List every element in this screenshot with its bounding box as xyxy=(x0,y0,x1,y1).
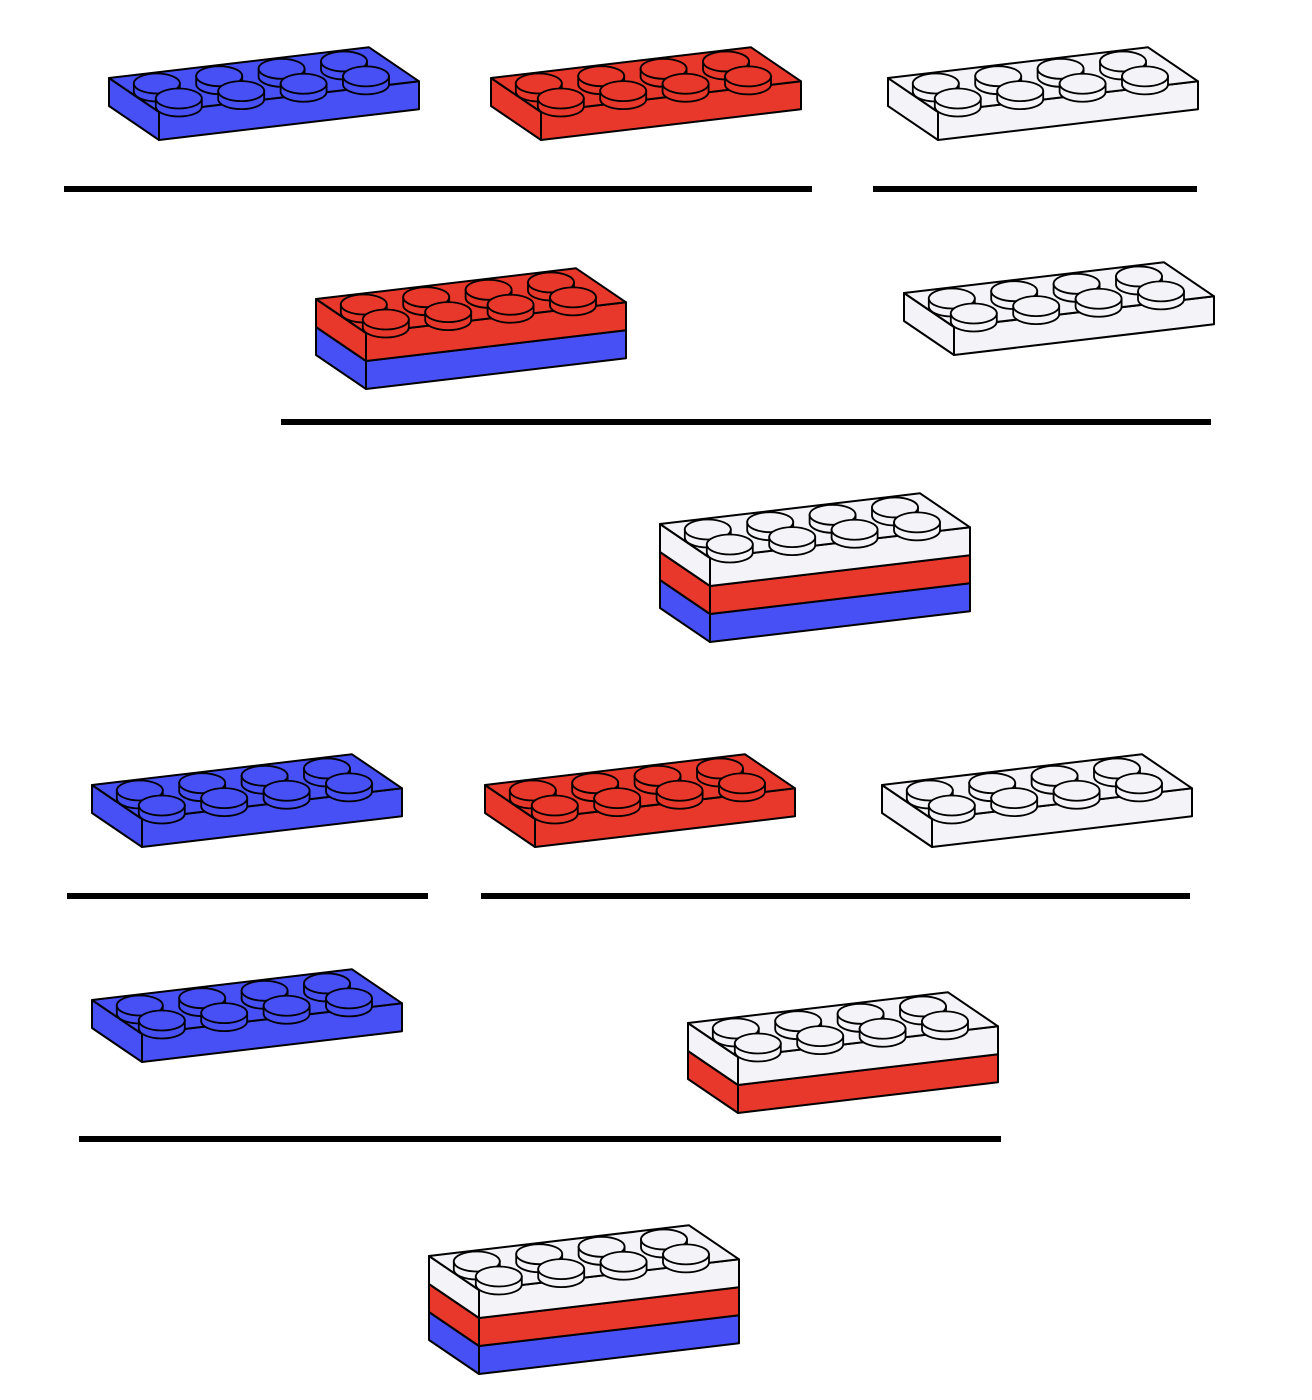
stud xyxy=(718,772,766,803)
plate-red-input-2 xyxy=(484,753,796,848)
stud xyxy=(768,526,817,556)
studs xyxy=(911,50,1169,118)
plate-red xyxy=(687,1050,999,1114)
plate-blue-input-1 xyxy=(108,46,420,141)
stud xyxy=(1058,72,1107,103)
stud xyxy=(424,301,473,331)
stud xyxy=(949,302,998,333)
plate-blue-intermediate-2 xyxy=(91,968,403,1063)
stud xyxy=(593,787,642,817)
stud xyxy=(1115,265,1163,296)
stud xyxy=(325,987,373,1018)
stud xyxy=(921,1010,969,1041)
stud xyxy=(662,1243,710,1274)
stud xyxy=(927,794,976,825)
group-bar-red-white xyxy=(481,893,1190,899)
stud xyxy=(893,511,941,542)
group-bar-white xyxy=(873,186,1197,192)
stack-red-white xyxy=(687,991,999,1114)
studs xyxy=(115,757,373,825)
stud xyxy=(571,772,620,803)
stud xyxy=(836,1002,885,1033)
stud xyxy=(325,772,373,803)
plate-blue xyxy=(428,1311,740,1375)
studs xyxy=(711,995,969,1063)
stud xyxy=(154,87,203,118)
stud xyxy=(137,794,186,825)
studs xyxy=(452,1228,710,1296)
plate-white-intermediate-1 xyxy=(903,261,1215,356)
stud xyxy=(549,286,597,317)
stud xyxy=(279,72,328,103)
studs xyxy=(339,271,597,339)
stud xyxy=(137,1009,186,1040)
plate-blue-input-2 xyxy=(91,753,403,848)
stud xyxy=(200,1002,249,1032)
stud xyxy=(1121,65,1169,96)
stud xyxy=(474,1265,523,1296)
stud xyxy=(178,772,227,803)
stud xyxy=(599,80,648,110)
stud xyxy=(1052,779,1101,810)
stud xyxy=(530,794,579,825)
plate-white-input-2 xyxy=(881,753,1193,848)
group-bar-blue xyxy=(67,893,428,899)
stud xyxy=(1074,287,1123,318)
stud xyxy=(1115,772,1163,803)
studs xyxy=(905,757,1163,825)
stud xyxy=(342,65,390,96)
stud xyxy=(537,1258,586,1288)
stud xyxy=(830,518,879,549)
studs xyxy=(132,50,390,118)
stud xyxy=(858,1017,907,1048)
stud xyxy=(402,286,451,317)
plate-white xyxy=(903,292,1215,356)
stud xyxy=(599,1250,648,1281)
plate-red xyxy=(315,298,627,362)
stud xyxy=(733,1032,782,1063)
stud xyxy=(661,72,710,103)
studs xyxy=(514,50,772,118)
stud xyxy=(303,757,351,788)
stud xyxy=(933,87,982,118)
stud xyxy=(262,779,311,810)
studs xyxy=(508,757,766,825)
stud xyxy=(217,80,266,110)
plate-red-input-1 xyxy=(490,46,802,141)
combine-bar-second xyxy=(79,1136,1001,1142)
plate-blue xyxy=(91,784,403,848)
stud xyxy=(724,65,772,96)
stack-result-1 xyxy=(659,492,971,643)
stack-result-2 xyxy=(428,1224,740,1375)
stud xyxy=(536,87,585,118)
stud xyxy=(486,293,535,324)
stud xyxy=(1137,280,1185,311)
studs xyxy=(115,972,373,1040)
studs xyxy=(927,265,1185,333)
stud xyxy=(115,779,164,810)
stud xyxy=(577,1235,626,1266)
stack-blue-red xyxy=(315,267,627,390)
combine-bar-first xyxy=(281,419,1211,425)
studs xyxy=(683,496,941,564)
stud xyxy=(361,308,410,339)
stud xyxy=(200,787,249,817)
stud xyxy=(1012,295,1061,325)
stud xyxy=(262,994,311,1025)
stud xyxy=(990,787,1039,817)
stud xyxy=(655,779,704,810)
stud xyxy=(705,533,754,564)
group-bar-blue-red xyxy=(64,186,812,192)
plate-white-input-1 xyxy=(887,46,1199,141)
stud xyxy=(796,1025,845,1055)
stud xyxy=(996,80,1045,110)
